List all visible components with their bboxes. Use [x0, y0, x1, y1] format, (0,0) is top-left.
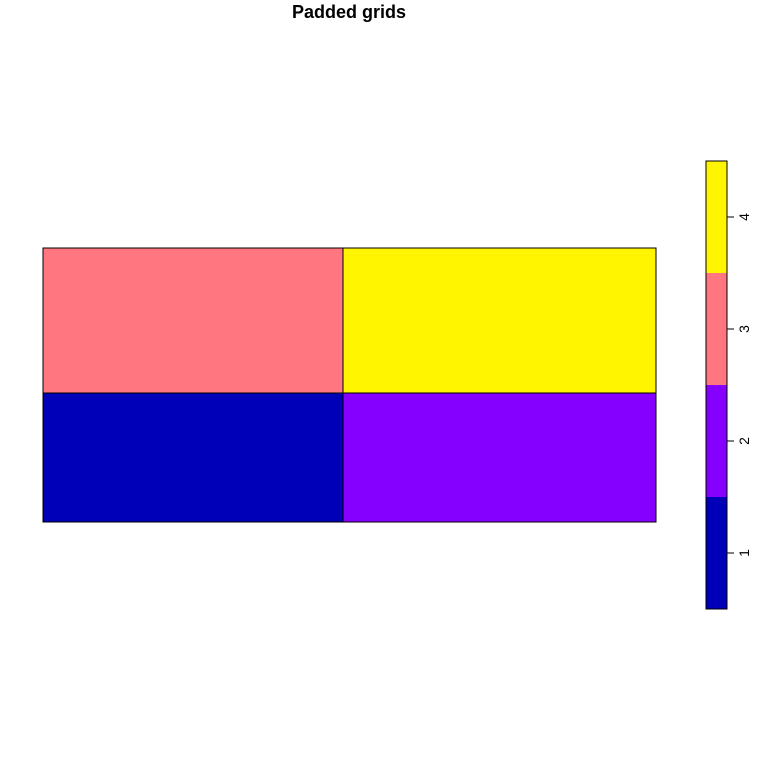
raster-cell-value-3 — [42, 247, 344, 394]
colorbar-segment-3 — [706, 273, 727, 385]
colorbar-tick-label: 2 — [736, 437, 752, 445]
colorbar-tick-label: 3 — [736, 325, 752, 333]
colorbar-legend: 1 2 3 4 — [705, 160, 752, 610]
chart-title: Padded grids — [291, 2, 407, 22]
raster-cells — [42, 247, 657, 523]
colorbar-segment-4 — [706, 161, 727, 273]
colorbar-frame — [705, 160, 728, 610]
raster-cell-value-4 — [342, 247, 657, 394]
raster-cell-value-2 — [342, 392, 657, 523]
colorbar-segment-2 — [706, 385, 727, 497]
raster-cell-value-1 — [42, 392, 344, 523]
colorbar-segment-1 — [706, 497, 727, 609]
colorbar-tick-label: 4 — [736, 213, 752, 221]
colorbar-tick-label: 1 — [736, 549, 752, 557]
